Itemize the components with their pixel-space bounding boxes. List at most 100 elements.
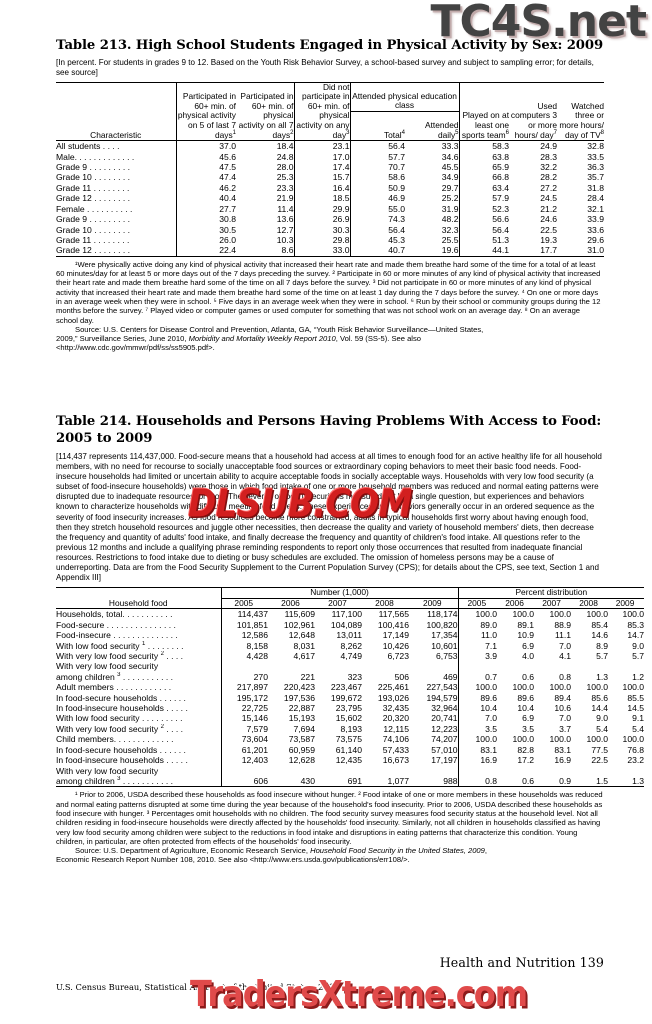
row-value-number: 988 — [443, 775, 458, 786]
table-row: With low food security . . . . . . . . .… — [56, 713, 645, 724]
row-value-percent: 3.5 — [457, 723, 498, 735]
row-value: 32.1 — [587, 203, 605, 214]
table-row: Child members. . . . . . . . . . . . . 73… — [56, 734, 644, 745]
col-pe-daily: Attended daily5 — [405, 111, 459, 140]
row-value-percent: 5.4 — [596, 723, 609, 734]
row-label: Female . . . . . . . . . . — [56, 203, 133, 214]
row-value: 56.4 — [458, 224, 510, 235]
row-value: 45.5 — [441, 162, 459, 173]
row-value-percent: 3.9 — [457, 651, 498, 662]
row-value-number: 12,435 — [335, 755, 362, 766]
source-publication: Morbidity and Mortality Weekly Report 20… — [188, 334, 336, 344]
table-213-header-row-1: Characteristic Participated in 60+ min. … — [56, 81, 605, 141]
row-value-number: 16,673 — [382, 755, 409, 766]
page-footer-citation: U.S. Census Bureau, Statistical Abstract… — [56, 982, 340, 992]
row-value-percent: 9.0 — [596, 713, 609, 724]
table-row: Grade 10 . . . . . . . . 47.4 25.3 15.7 58.6… — [56, 172, 604, 183]
row-label: among children 3 . . . . . . . . . . . — [56, 775, 174, 786]
footnote-ref: 2 — [160, 724, 164, 731]
row-value-percent: 9.1 — [632, 713, 645, 724]
row-value: 70.7 — [349, 162, 405, 173]
row-value: 33.9 — [587, 214, 605, 225]
table-row: With very low food security 2 . . . . 7,5… — [56, 723, 645, 735]
row-label: With low food security . . . . . . . . . — [56, 713, 183, 724]
row-value: 58.6 — [349, 172, 405, 183]
row-value: 56.4 — [349, 224, 405, 235]
table-214-body: Households, total. . . . . . . . . . . 11… — [56, 608, 645, 788]
source-line-2: Economic Research Report Number 108, 201… — [56, 855, 410, 865]
table-213-section: Table 213. High School Students Engaged … — [56, 38, 605, 353]
row-value: 40.4 — [175, 193, 236, 204]
col-year-2005: 2005 — [457, 598, 498, 609]
col-year-2008: 2008 — [579, 597, 598, 608]
row-value-percent: 14.7 — [627, 630, 645, 641]
row-value: 25.2 — [441, 193, 459, 204]
row-value: 40.7 — [349, 245, 405, 257]
row-value: 66.8 — [458, 172, 510, 183]
table-row: Food-insecure . . . . . . . . . . . . . … — [56, 630, 645, 641]
row-value-number: 114,437 — [220, 608, 268, 620]
col-label: Participated in 60+ min. of physical act… — [177, 91, 236, 140]
row-value-percent: 16.9 — [554, 755, 572, 766]
row-value: 26.9 — [293, 214, 350, 225]
row-value-percent: 4.1 — [559, 651, 572, 662]
row-value-number: 74,106 — [382, 734, 409, 745]
row-label: Grade 11 . . . . . . . . — [56, 234, 130, 245]
row-value-number: 12,115 — [383, 723, 409, 734]
row-value-percent: 7.0 — [559, 640, 572, 651]
table-row: Grade 12 . . . . . . . . 40.4 21.9 18.5 46.9… — [56, 193, 605, 204]
source-line-2b: , Vol. 59 (SS-5). See also — [335, 334, 421, 344]
row-value: 28.4 — [587, 193, 605, 204]
row-value-number: 117,100 — [315, 608, 362, 620]
row-value-percent: 8.9 — [596, 640, 609, 651]
row-value-percent: 10.4 — [457, 703, 498, 714]
row-value-percent: 10.4 — [517, 703, 535, 714]
row-value: 65.9 — [458, 162, 510, 173]
col-year-2005: 2005 — [220, 598, 268, 609]
row-label: In food-insecure households . . . . . — [56, 755, 188, 766]
table-214-section: Table 214. Households and Persons Having… — [56, 414, 645, 865]
footnote-ref: 3 — [346, 129, 350, 136]
row-value: 13.6 — [276, 214, 294, 225]
row-value-percent: 100.0 — [497, 608, 535, 620]
row-value-percent: 100.0 — [457, 682, 498, 693]
row-value-number: 17,149 — [382, 630, 409, 641]
row-value: 51.3 — [458, 234, 510, 246]
footnote-text: ¹ Prior to 2006, USDA described these ho… — [56, 790, 603, 846]
row-value-number: 193,026 — [377, 692, 409, 703]
col-year-2008: 2008 — [375, 597, 394, 608]
row-label: Male. . . . . . . . . . . . . — [56, 151, 135, 162]
row-value-number: 13,011 — [336, 630, 362, 641]
row-value-number: 22,725 — [220, 703, 268, 714]
row-value-number: 6,723 — [387, 651, 409, 662]
page-footer-section: Health and Nutrition 139 — [439, 955, 604, 970]
row-value-percent: 89.0 — [457, 619, 498, 631]
row-value-percent: 85.4 — [591, 619, 609, 630]
table-row-wrap: With very low food security — [56, 765, 644, 776]
table-213-headnote: [In percent. For students in grades 9 to… — [56, 57, 594, 77]
row-value-number: 20,741 — [431, 713, 458, 724]
row-value-percent: 5.4 — [632, 723, 645, 734]
row-value: 23.3 — [276, 182, 294, 193]
row-label: In food-secure households . . . . . . — [56, 744, 186, 755]
table-row: In food-secure households . . . . . . 61,… — [56, 744, 644, 756]
row-value: 16.4 — [293, 182, 350, 194]
row-value-percent: 100.0 — [534, 608, 572, 620]
row-value-percent: 89.6 — [517, 692, 535, 703]
row-value-number: 199,672 — [330, 692, 362, 703]
row-label: among children 3 . . . . . . . . . . . — [56, 671, 174, 682]
table-row: All students . . . . 37.0 18.4 23.1 56.4 33.3… — [56, 140, 605, 152]
row-value: 47.5 — [175, 162, 236, 173]
row-value: 28.2 — [540, 172, 558, 183]
row-value-number: 12,586 — [220, 630, 268, 641]
row-value-number: 323 — [347, 671, 362, 682]
row-value: 8.6 — [281, 245, 294, 256]
footnote-ref: 3 — [117, 671, 121, 678]
table-row: Food-secure . . . . . . . . . . . . . . … — [56, 619, 644, 631]
row-value-number: 691 — [347, 775, 362, 786]
table-214-header-row-2: 2005 2006 2007 2008 2009 2005 2006 2007 2008 2009 — [56, 598, 644, 609]
row-value: 34.9 — [441, 172, 459, 183]
row-value: 31.8 — [587, 182, 605, 193]
row-value-number: 197,536 — [283, 692, 315, 703]
